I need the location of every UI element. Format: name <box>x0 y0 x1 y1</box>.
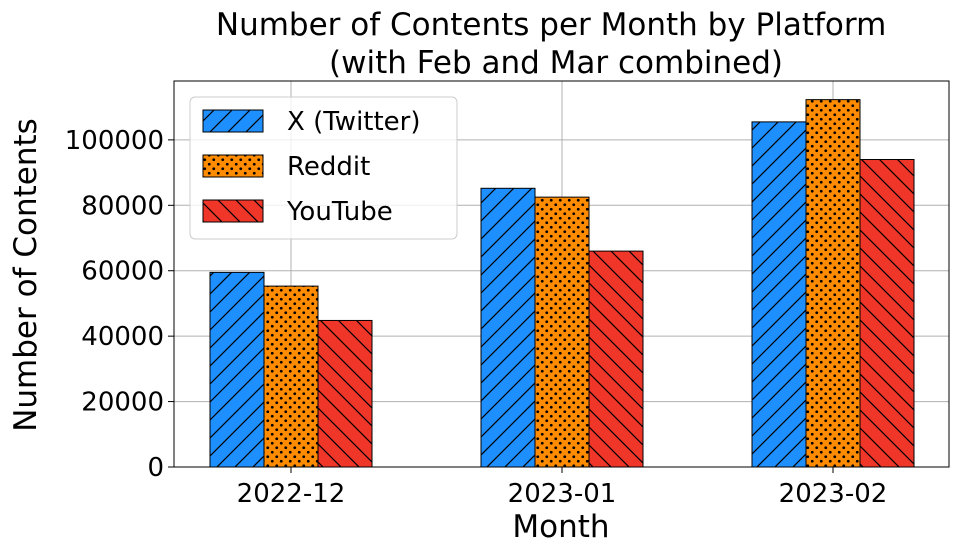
chart-title-line-1: Number of Contents per Month by Platform <box>216 7 886 43</box>
y-ticks: 0 20000 40000 60000 80000 100000 <box>65 126 174 483</box>
x-tick-label: 2022-12 <box>237 479 346 509</box>
y-tick-label: 60000 <box>81 257 164 287</box>
y-tick-label: 40000 <box>81 322 164 352</box>
y-tick-label: 20000 <box>81 388 164 418</box>
bar-hatch-reddit <box>263 285 319 468</box>
legend-swatch-hatch-youtube <box>202 199 264 223</box>
bar-hatch-reddit <box>534 196 590 468</box>
bar-hatch-youtube <box>588 250 644 468</box>
bar-hatch-x-twitter <box>480 187 536 468</box>
legend-swatch-hatch-x-twitter <box>202 109 264 133</box>
y-tick-label: 0 <box>147 453 164 483</box>
bar-hatch-youtube <box>317 319 373 468</box>
bar-hatch-x-twitter <box>209 271 265 468</box>
x-tick-label: 2023-02 <box>779 479 888 509</box>
chart-title-line-2: (with Feb and Mar combined) <box>329 45 783 81</box>
bar-hatch-x-twitter <box>751 121 807 468</box>
bar-hatch-reddit <box>805 99 861 468</box>
legend-swatch-hatch-reddit <box>202 154 264 178</box>
x-ticks: 2022-12 2023-01 2023-02 <box>237 467 888 509</box>
legend: X (Twitter) Reddit YouTube <box>189 96 458 240</box>
legend-label-x-twitter: X (Twitter) <box>287 107 421 137</box>
legend-label-youtube: YouTube <box>286 197 393 227</box>
legend-label-reddit: Reddit <box>287 152 370 182</box>
chart-title: Number of Contents per Month by Platform… <box>216 7 896 81</box>
y-tick-label: 80000 <box>81 191 164 221</box>
bars <box>209 99 915 468</box>
x-axis-label: Month <box>512 509 609 545</box>
bar-hatch-youtube <box>859 159 915 468</box>
y-axis-label: Number of Contents <box>8 118 44 432</box>
x-tick-label: 2023-01 <box>508 479 617 509</box>
y-tick-label: 100000 <box>65 126 164 156</box>
